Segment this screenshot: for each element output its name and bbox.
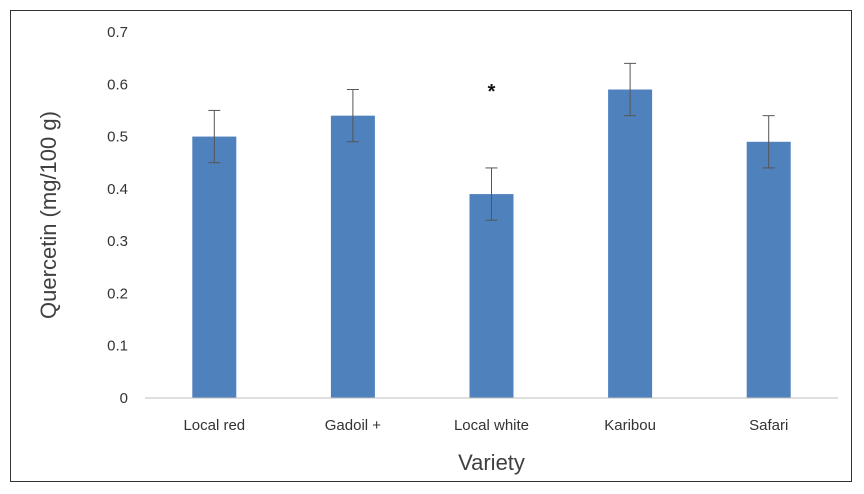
y-tick-label: 0.3 [107,233,128,250]
chart-frame [10,10,852,482]
y-tick-label: 0.4 [107,181,128,198]
error-bar [624,62,637,117]
y-tick-label: 0 [120,390,128,407]
x-tick-label: Safari [749,417,788,434]
y-tick-label: 0.1 [107,338,128,355]
x-axis-ticks: Local red Gadoil + Local white Karibou Safar… [183,417,788,434]
error-bar [485,167,498,221]
bars-group [192,89,791,399]
bar-karibou [608,89,653,398]
y-axis-title: Quercetin (mg/100 g) [36,111,61,319]
y-tick-label: 0.2 [107,285,128,302]
x-tick-label: Gadoil + [325,417,382,434]
y-tick-label: 0.7 [107,24,128,41]
significance-marker: * [488,81,496,103]
x-tick-label: Local white [454,417,529,434]
x-axis-title: Variety [458,450,525,475]
error-bars-group [208,62,775,221]
bar-local-red [192,136,237,399]
error-bar [346,89,359,143]
y-tick-label: 0.5 [107,129,128,146]
bar-gadoil [330,115,375,399]
error-bar [208,109,221,164]
y-axis-ticks: 0 0.1 0.2 0.3 0.4 0.5 0.6 0.7 [107,24,128,407]
y-tick-label: 0.6 [107,76,128,93]
x-tick-label: Local red [183,417,245,434]
bar-safari [746,141,791,399]
error-bar [762,115,775,169]
bar-local-white [469,194,514,398]
annotations-group: * [488,81,496,103]
x-tick-label: Karibou [604,417,656,434]
